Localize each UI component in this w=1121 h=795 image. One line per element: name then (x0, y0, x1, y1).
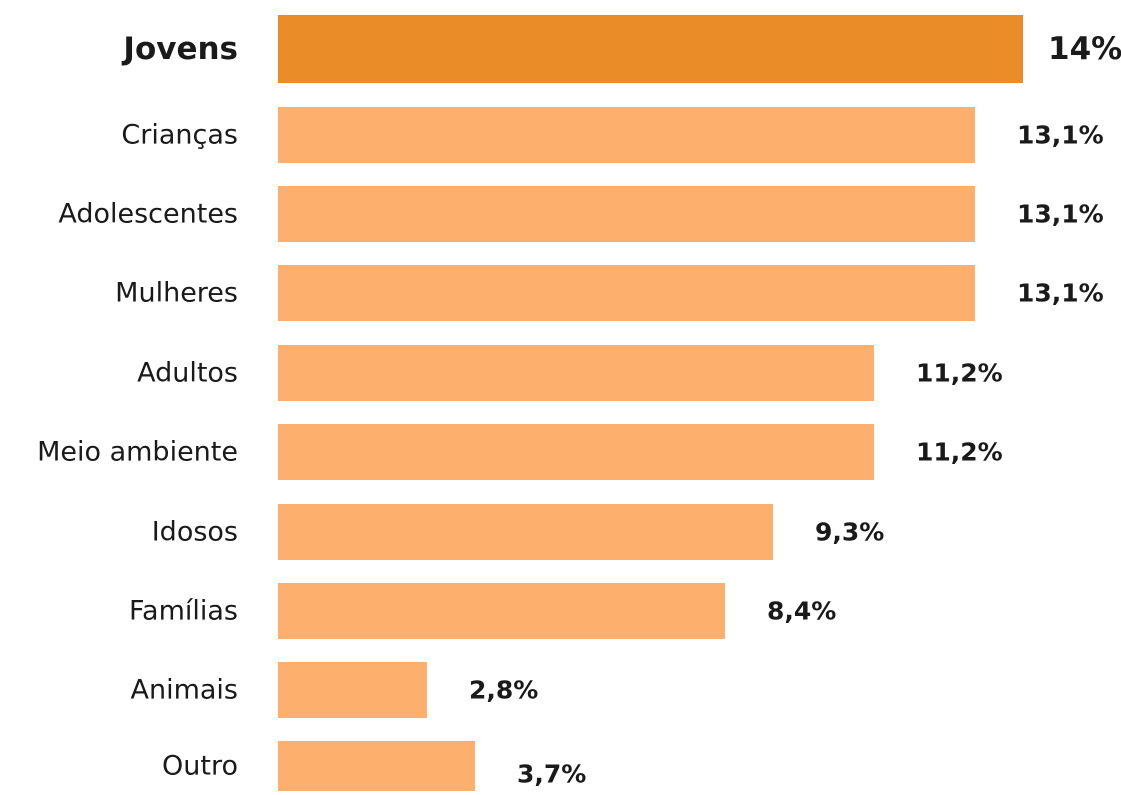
value-label-7: 8,4% (767, 597, 836, 626)
category-label-5: Meio ambiente (37, 437, 238, 468)
value-label-2: 13,1% (1017, 200, 1104, 229)
value-label-6: 9,3% (815, 518, 884, 547)
value-label-8: 2,8% (469, 676, 538, 705)
category-label-9: Outro (162, 751, 238, 782)
category-label-8: Animais (131, 675, 239, 706)
bar-2 (278, 186, 975, 242)
category-label-4: Adultos (137, 358, 238, 389)
bar-3 (278, 265, 975, 321)
value-label-9: 3,7% (517, 760, 586, 789)
value-label-0: 14% (1048, 31, 1121, 67)
bar-5 (278, 424, 874, 480)
category-label-0: Jovens (121, 31, 238, 67)
bar-4 (278, 345, 874, 401)
category-label-1: Crianças (121, 120, 238, 151)
category-label-7: Famílias (129, 596, 238, 627)
value-label-4: 11,2% (916, 359, 1003, 388)
bar-0 (278, 15, 1023, 83)
category-label-2: Adolescentes (58, 199, 238, 230)
bar-6 (278, 504, 773, 560)
category-label-6: Idosos (152, 517, 238, 548)
category-label-3: Mulheres (115, 278, 238, 309)
bar-9 (278, 741, 475, 791)
bar-7 (278, 583, 725, 639)
value-label-1: 13,1% (1017, 121, 1104, 150)
bar-8 (278, 662, 427, 718)
value-label-5: 11,2% (916, 438, 1003, 467)
bar-1 (278, 107, 975, 163)
value-label-3: 13,1% (1017, 279, 1104, 308)
